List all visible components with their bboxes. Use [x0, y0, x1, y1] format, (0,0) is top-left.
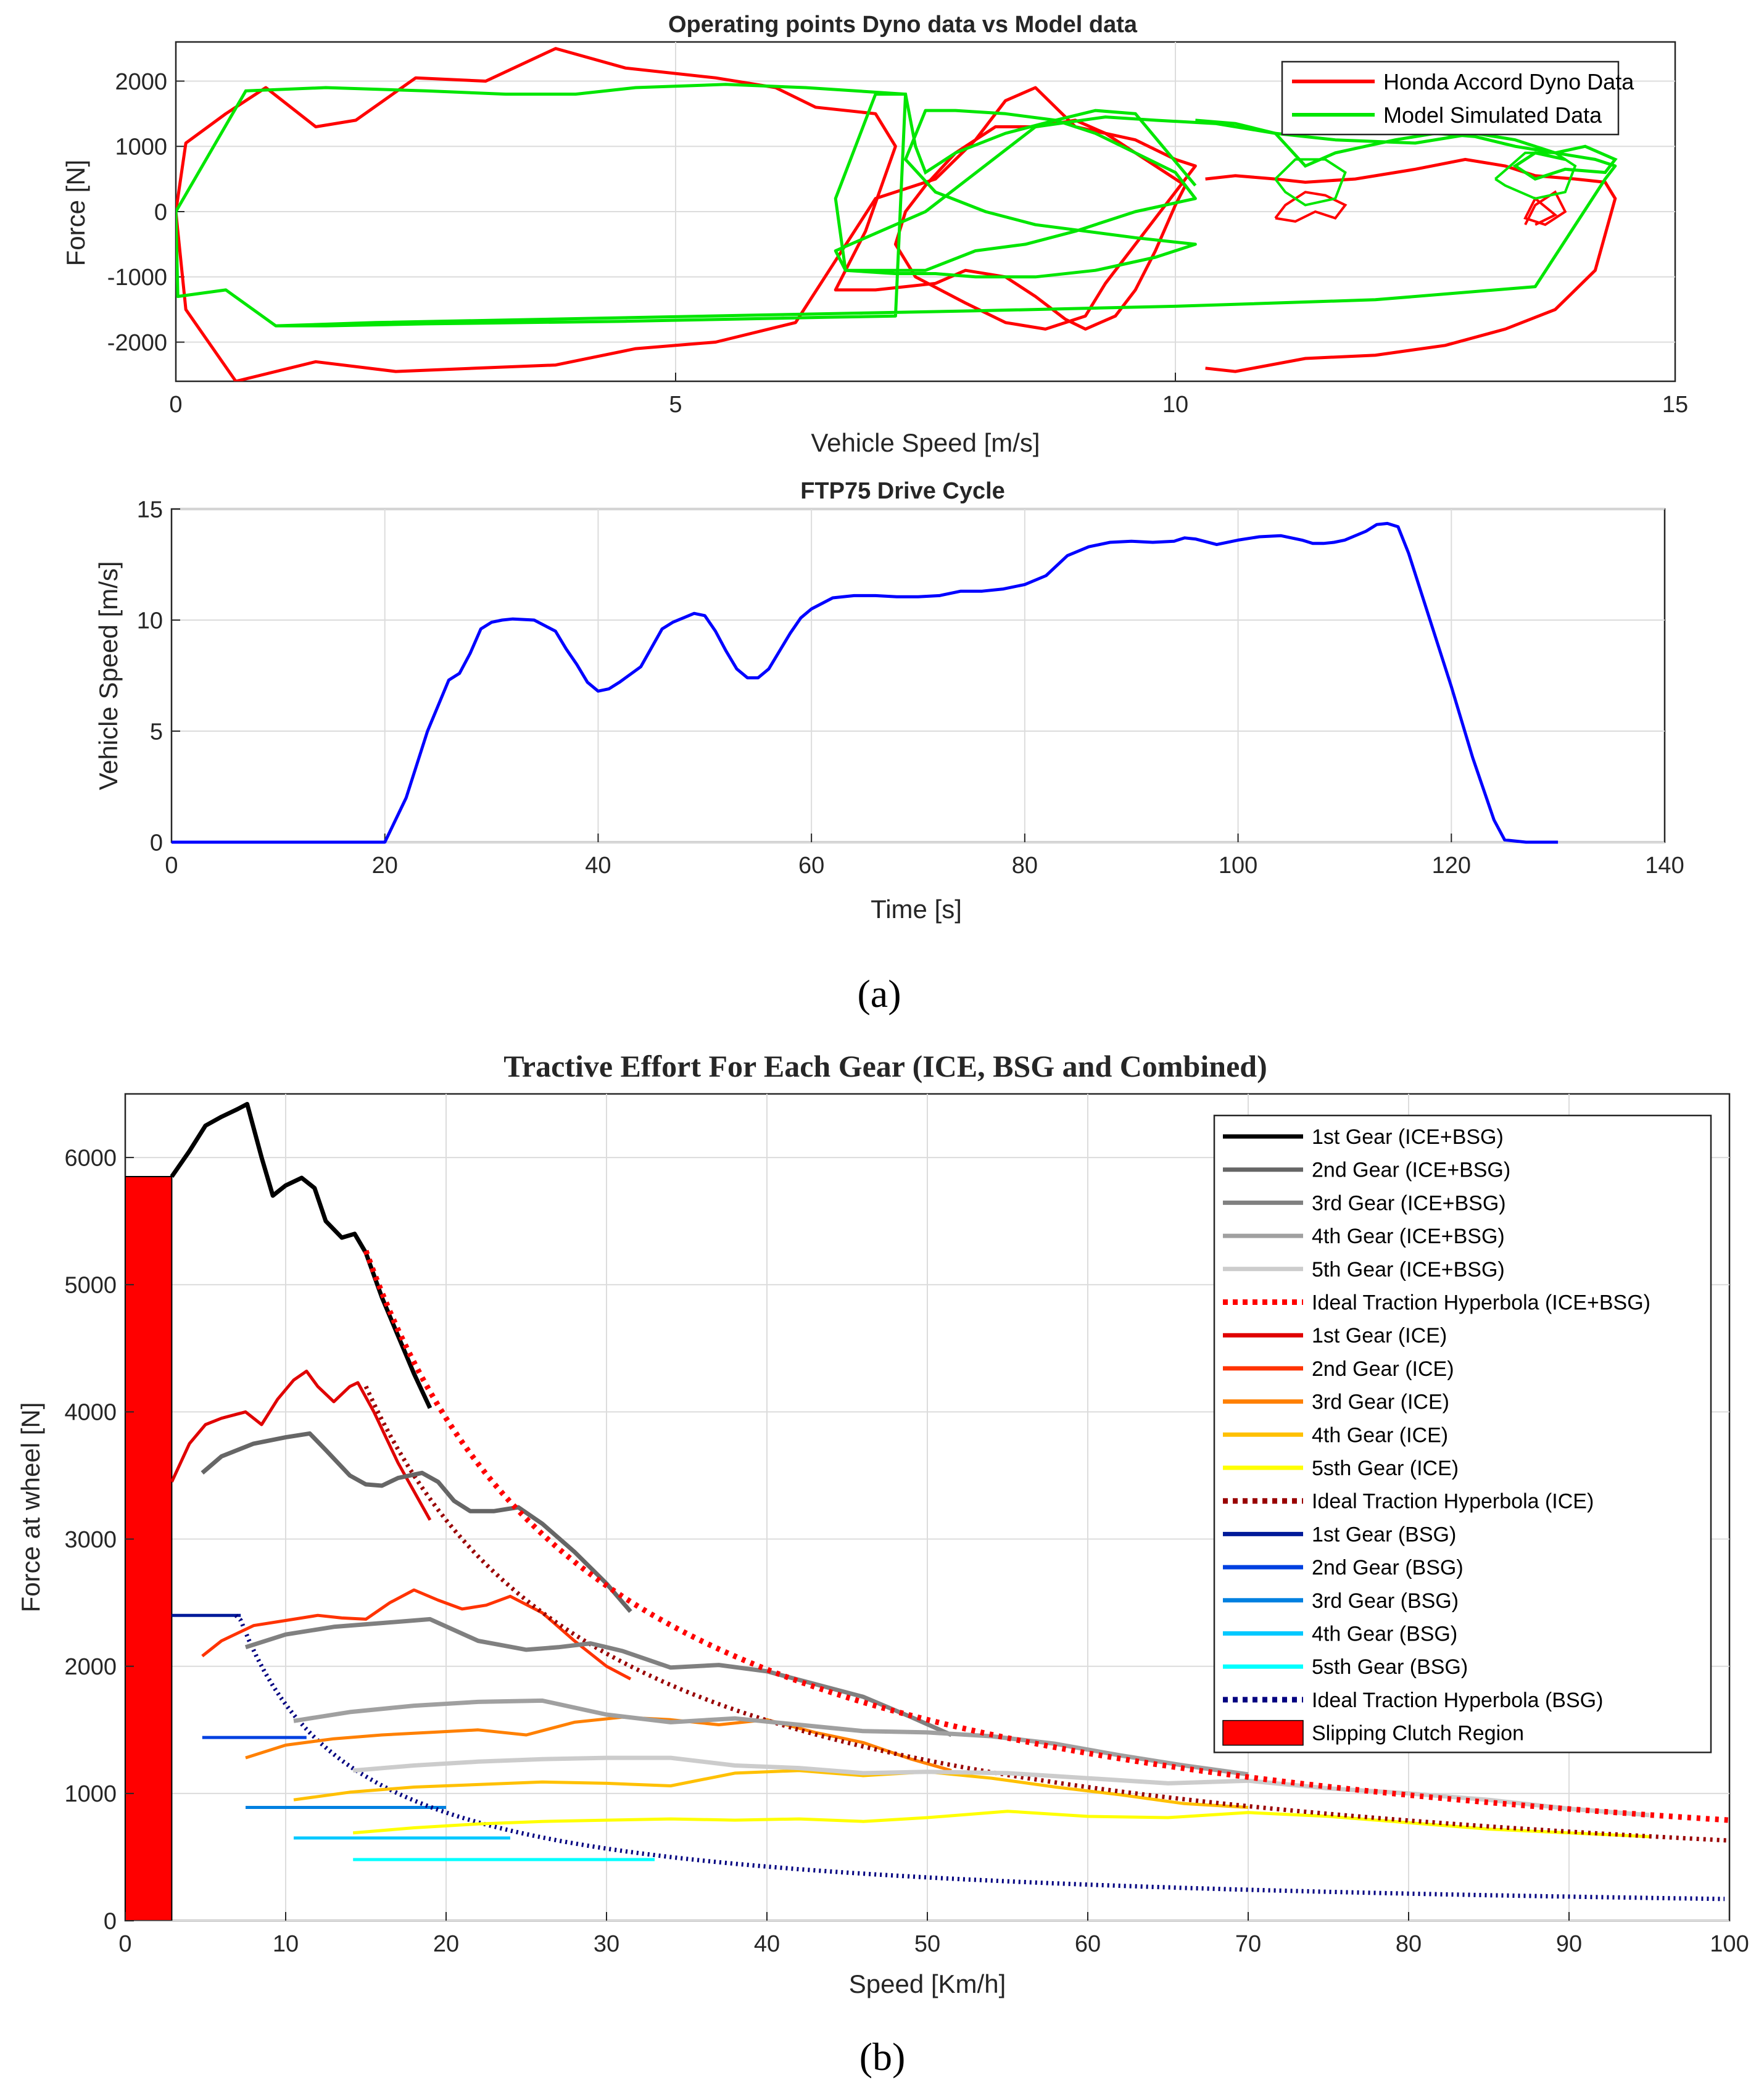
legend-label: Ideal Traction Hyperbola (ICE+BSG) — [1312, 1291, 1650, 1315]
chart-c-xtick-label: 10 — [273, 1931, 299, 1957]
chart-a-title: Operating points Dyno data vs Model data — [668, 12, 1138, 38]
series-4th-gear-ice — [293, 1769, 1249, 1809]
legend-label: Honda Accord Dyno Data — [1383, 69, 1634, 94]
chart-b-xtick-label: 80 — [1012, 853, 1038, 879]
legend-label: 2nd Gear (ICE) — [1312, 1357, 1454, 1381]
chart-b-xtick-label: 100 — [1219, 853, 1257, 879]
chart-b-ytick-label: 0 — [150, 830, 163, 856]
chart-a-ytick-label: 0 — [154, 199, 167, 225]
chart-c-xtick-label: 100 — [1710, 1931, 1749, 1957]
legend-label: 5th Gear (ICE+BSG) — [1312, 1258, 1505, 1281]
legend-label: 2nd Gear (ICE+BSG) — [1312, 1159, 1510, 1182]
chart-a-xtick-label: 10 — [1162, 392, 1188, 418]
chart-c-ytick-label: 3000 — [64, 1527, 117, 1553]
chart-c-ylabel: Force at wheel [N] — [16, 1402, 45, 1613]
chart-c-xtick-label: 20 — [433, 1931, 459, 1957]
series-1st-gear-ice — [170, 1369, 432, 1521]
chart-c-ytick-label: 2000 — [64, 1654, 117, 1680]
chart-a-ytick-label: 1000 — [115, 135, 167, 160]
chart-b-title: FTP75 Drive Cycle — [800, 478, 1005, 504]
legend-label: Model Simulated Data — [1383, 102, 1602, 128]
series-model-data-segment — [1195, 118, 1618, 181]
series-model-data-segment — [176, 83, 1197, 213]
chart-b-axes — [170, 508, 1666, 843]
series-2nd-gear-ice — [201, 1588, 632, 1681]
chart-a-ytick-label: 2000 — [115, 69, 167, 95]
series-4th-gear-ice-bsg — [293, 1698, 1249, 1777]
chart-c-xtick-label: 30 — [594, 1931, 619, 1957]
legend-label: Ideal Traction Hyperbola (BSG) — [1312, 1689, 1603, 1712]
series-ftp75-speed — [172, 521, 1559, 844]
chart-c-title: Tractive Effort For Each Gear (ICE, BSG … — [503, 1049, 1267, 1083]
caption-a: (a) — [857, 972, 901, 1016]
legend-label: 4th Gear (BSG) — [1312, 1623, 1457, 1646]
chart-a-xtick-label: 15 — [1662, 392, 1688, 418]
chart-b-xtick-label: 0 — [165, 853, 178, 879]
chart-c-xtick-label: 90 — [1556, 1931, 1582, 1957]
chart-c-ytick-label: 0 — [104, 1908, 117, 1934]
chart-c-xtick-label: 40 — [754, 1931, 780, 1957]
chart-a-xtick-label: 5 — [669, 392, 682, 418]
series-5th-gear-ice — [352, 1810, 1650, 1839]
legend-label: 5sth Gear (BSG) — [1312, 1655, 1468, 1679]
ftp75-chart: FTP75 Drive Cycle 0 20 40 60 80 100 120 140 0 5 10… — [94, 478, 1684, 924]
chart-b-ytick-label: 10 — [137, 608, 163, 634]
chart-a-ytick-label: -2000 — [107, 330, 167, 356]
chart-b-ylabel: Vehicle Speed [m/s] — [94, 561, 123, 790]
chart-b-ytick-label: 15 — [137, 497, 163, 523]
series-2nd-gear-ice-bsg — [201, 1431, 632, 1613]
chart-b-ytick-label: 5 — [150, 719, 163, 745]
series-3rd-gear-ice-bsg — [244, 1616, 953, 1737]
chart-b-xtick-label: 40 — [585, 853, 611, 879]
series-dyno-data-segment — [1523, 190, 1567, 226]
legend-label: 5sth Gear (ICE) — [1312, 1457, 1459, 1480]
chart-c-xtick-label: 0 — [118, 1931, 131, 1957]
chart-c-xlabel: Speed [Km/h] — [849, 1969, 1006, 1998]
chart-a-ylabel: Force [N] — [61, 160, 90, 267]
chart-c-xtick-label: 50 — [914, 1931, 940, 1957]
legend-label: 3rd Gear (ICE+BSG) — [1312, 1191, 1506, 1215]
chart-c-ytick-label: 1000 — [64, 1781, 117, 1807]
legend-label: 3rd Gear (ICE) — [1312, 1391, 1449, 1414]
chart-c-xtick-label: 80 — [1396, 1931, 1422, 1957]
legend-swatch — [1222, 1720, 1304, 1746]
legend-label: 1st Gear (ICE+BSG) — [1312, 1125, 1504, 1149]
chart-a-legend — [1281, 60, 1620, 136]
series-dyno-data-segment — [1205, 157, 1617, 373]
operating-points-chart: Operating points Dyno data vs Model data… — [61, 12, 1688, 457]
chart-b-xtick-label: 120 — [1432, 853, 1471, 879]
chart-a-xtick-label: 0 — [169, 392, 182, 418]
chart-a-xlabel: Vehicle Speed [m/s] — [811, 428, 1040, 457]
series-model-data-segment — [1494, 151, 1577, 200]
legend-label: 1st Gear (ICE) — [1312, 1324, 1447, 1347]
chart-c-ytick-label: 6000 — [64, 1145, 117, 1171]
chart-b-xtick-label: 60 — [798, 853, 824, 879]
caption-b: (b) — [859, 2035, 906, 2079]
chart-b-xlabel: Time [s] — [871, 895, 962, 924]
series-dyno-data-segment — [1274, 191, 1348, 223]
chart-c-ytick-label: 4000 — [64, 1400, 117, 1426]
chart-a-ytick-label: -1000 — [107, 265, 167, 291]
series-ideal-hyperbola-ice — [363, 1385, 1729, 1843]
series-3rd-gear-ice — [245, 1715, 952, 1773]
slipping-clutch-region — [125, 1176, 173, 1921]
legend-label: 3rd Gear (BSG) — [1312, 1589, 1459, 1613]
tractive-effort-chart: Tractive Effort For Each Gear (ICE, BSG … — [16, 1049, 1749, 1998]
chart-c-ytick-label: 5000 — [64, 1273, 117, 1299]
series-model-data-segment — [1274, 158, 1347, 207]
legend-label: 1st Gear (BSG) — [1312, 1523, 1456, 1546]
legend-label: 4th Gear (ICE+BSG) — [1312, 1225, 1505, 1248]
chart-c-xtick-label: 70 — [1235, 1931, 1261, 1957]
series-5th-gear-ice-bsg — [352, 1755, 1650, 1818]
legend-label: Slipping Clutch Region — [1312, 1722, 1524, 1745]
chart-b-xtick-label: 20 — [372, 853, 398, 879]
legend-label: 4th Gear (ICE) — [1312, 1423, 1448, 1447]
chart-c-xtick-label: 60 — [1075, 1931, 1101, 1957]
legend-label: Ideal Traction Hyperbola (ICE) — [1312, 1490, 1594, 1513]
legend-label: 2nd Gear (BSG) — [1312, 1556, 1464, 1579]
chart-b-xtick-label: 140 — [1645, 853, 1684, 879]
